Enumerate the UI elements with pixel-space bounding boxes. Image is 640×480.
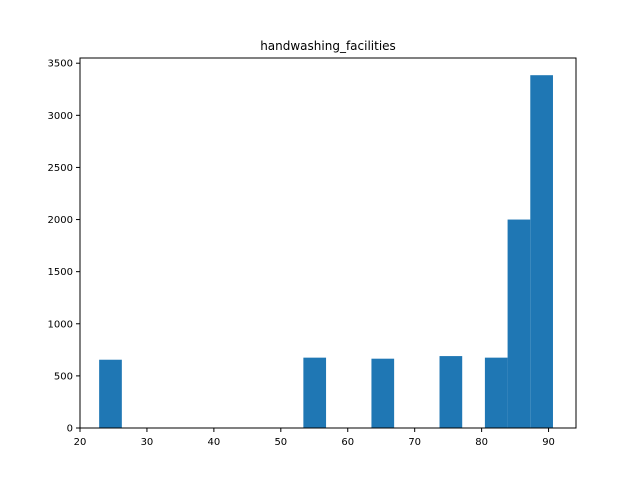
plot-frame — [79, 57, 577, 429]
histogram-bar — [371, 358, 395, 428]
histogram-bar — [507, 219, 531, 428]
chart-title: handwashing_facilities — [260, 39, 396, 53]
y-tick-label: 3500 — [48, 59, 73, 70]
x-tick-label: 90 — [542, 437, 555, 448]
x-tick-label: 60 — [341, 437, 354, 448]
x-tick-label: 40 — [208, 437, 221, 448]
x-tick-label: 30 — [141, 437, 154, 448]
y-tick-label: 2500 — [48, 163, 73, 174]
bars-group — [99, 75, 553, 429]
axes-group: 20 30 40 50 60 70 80 90 0 500 1000 1500 2000 2500 3000… — [48, 57, 577, 448]
x-tick-label: 70 — [408, 437, 421, 448]
y-tick-label: 3000 — [48, 111, 73, 122]
y-tick-label: 1500 — [48, 267, 73, 278]
histogram-bar — [439, 356, 463, 428]
x-tick-label: 80 — [475, 437, 488, 448]
y-tick-label: 0 — [67, 424, 73, 435]
histogram-bar — [484, 357, 508, 428]
y-tick-label: 500 — [54, 371, 73, 382]
x-tick-label: 20 — [74, 437, 87, 448]
y-tick-label: 2000 — [48, 215, 73, 226]
y-tick-label: 1000 — [48, 319, 73, 330]
histogram-bar — [99, 359, 122, 428]
histogram-bar — [530, 75, 553, 429]
histogram-bar — [303, 357, 327, 428]
x-tick-label: 50 — [274, 437, 287, 448]
